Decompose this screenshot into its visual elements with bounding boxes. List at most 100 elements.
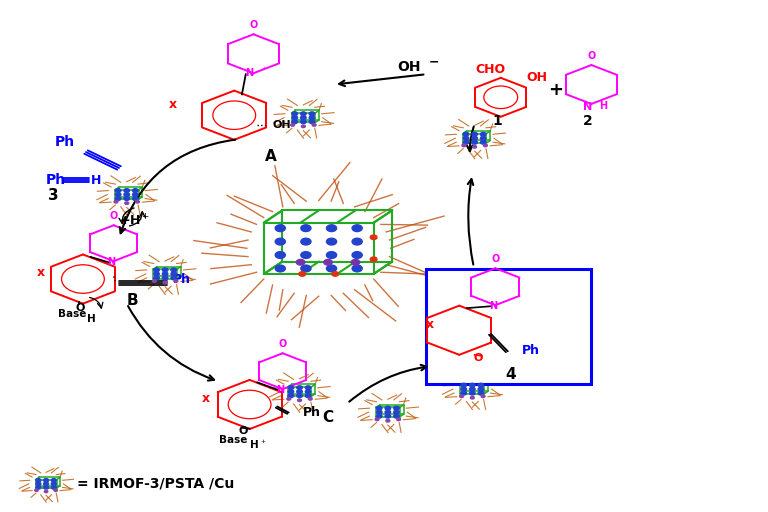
- Circle shape: [472, 145, 477, 148]
- Circle shape: [51, 486, 56, 489]
- Circle shape: [292, 120, 297, 123]
- Circle shape: [472, 136, 478, 140]
- Circle shape: [115, 189, 121, 193]
- Circle shape: [463, 136, 468, 140]
- Circle shape: [469, 383, 475, 387]
- Circle shape: [483, 144, 488, 147]
- Circle shape: [296, 260, 305, 265]
- Text: $^+$: $^+$: [259, 438, 266, 447]
- Circle shape: [275, 265, 286, 272]
- Text: CHO: CHO: [475, 62, 505, 76]
- Circle shape: [154, 268, 159, 272]
- Text: N: N: [276, 385, 284, 395]
- Text: Ph: Ph: [55, 135, 75, 149]
- Text: 3: 3: [48, 188, 58, 203]
- Circle shape: [133, 189, 138, 193]
- Circle shape: [292, 112, 297, 116]
- Circle shape: [163, 281, 167, 284]
- Circle shape: [300, 116, 306, 120]
- Circle shape: [306, 390, 311, 394]
- Circle shape: [332, 272, 339, 276]
- Circle shape: [135, 200, 140, 203]
- Text: 1: 1: [493, 115, 502, 129]
- Text: = IRMOF-3/PSTA /Cu: = IRMOF-3/PSTA /Cu: [77, 477, 234, 491]
- Circle shape: [312, 123, 316, 126]
- Circle shape: [36, 479, 41, 482]
- Circle shape: [352, 238, 362, 245]
- Circle shape: [288, 386, 293, 390]
- Text: x: x: [202, 392, 210, 405]
- Text: O: O: [474, 353, 483, 363]
- Text: Base: Base: [58, 309, 86, 319]
- Circle shape: [370, 235, 377, 240]
- Circle shape: [115, 193, 121, 197]
- Text: x: x: [37, 266, 45, 280]
- Circle shape: [36, 486, 41, 489]
- Circle shape: [299, 272, 306, 276]
- Circle shape: [171, 276, 177, 280]
- Text: OH: OH: [526, 71, 547, 84]
- Circle shape: [463, 133, 468, 136]
- Text: OH: OH: [273, 120, 291, 130]
- Circle shape: [461, 387, 466, 391]
- Text: Ph: Ph: [303, 406, 321, 419]
- Circle shape: [394, 407, 399, 410]
- Bar: [426, 269, 591, 384]
- Circle shape: [133, 197, 138, 200]
- Circle shape: [470, 396, 475, 399]
- Circle shape: [296, 386, 303, 390]
- Circle shape: [481, 395, 485, 398]
- Circle shape: [324, 260, 333, 265]
- Circle shape: [306, 394, 311, 397]
- Circle shape: [462, 144, 466, 147]
- Circle shape: [478, 387, 484, 391]
- Circle shape: [394, 414, 399, 418]
- Circle shape: [370, 257, 377, 262]
- Circle shape: [296, 394, 303, 397]
- Circle shape: [459, 395, 464, 398]
- Circle shape: [301, 125, 306, 127]
- Circle shape: [352, 252, 362, 259]
- Circle shape: [394, 410, 399, 414]
- Text: x: x: [426, 317, 435, 331]
- Circle shape: [469, 387, 475, 391]
- Circle shape: [352, 225, 362, 231]
- Circle shape: [36, 482, 41, 485]
- Circle shape: [463, 140, 468, 144]
- Text: H: H: [87, 313, 95, 324]
- Circle shape: [35, 489, 38, 492]
- Circle shape: [124, 202, 129, 204]
- Circle shape: [297, 399, 302, 401]
- Circle shape: [326, 238, 336, 245]
- Text: N: N: [108, 257, 115, 267]
- Circle shape: [124, 197, 130, 200]
- Circle shape: [326, 225, 336, 231]
- Text: B: B: [127, 293, 138, 308]
- Circle shape: [174, 280, 178, 283]
- Text: −: −: [429, 55, 439, 69]
- Circle shape: [44, 486, 48, 489]
- Circle shape: [481, 140, 486, 144]
- Text: N: N: [583, 102, 592, 112]
- Circle shape: [45, 490, 48, 493]
- Circle shape: [351, 260, 359, 265]
- Text: 4: 4: [505, 367, 516, 382]
- Text: H: H: [250, 440, 258, 450]
- Text: H: H: [91, 174, 101, 187]
- Circle shape: [376, 407, 382, 410]
- Circle shape: [162, 268, 168, 272]
- Text: O: O: [75, 303, 84, 313]
- Text: N: N: [246, 68, 253, 78]
- Text: Ph: Ph: [46, 174, 66, 187]
- Circle shape: [352, 265, 362, 272]
- Text: 2: 2: [583, 115, 592, 129]
- Circle shape: [154, 276, 159, 280]
- Circle shape: [288, 394, 293, 397]
- Circle shape: [275, 252, 286, 259]
- Circle shape: [326, 252, 336, 259]
- Circle shape: [51, 482, 56, 485]
- Text: +H$^+$: +H$^+$: [119, 213, 150, 228]
- Circle shape: [326, 265, 336, 272]
- Text: A: A: [265, 150, 276, 164]
- Text: Base: Base: [219, 435, 247, 445]
